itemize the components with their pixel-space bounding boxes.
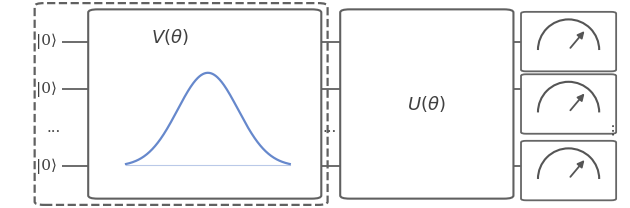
FancyBboxPatch shape [340, 9, 513, 199]
FancyBboxPatch shape [521, 74, 616, 134]
Text: |0⟩: |0⟩ [36, 82, 57, 97]
Text: ...: ... [47, 121, 60, 135]
Text: |0⟩: |0⟩ [36, 34, 57, 49]
Text: |0⟩: |0⟩ [36, 159, 57, 174]
FancyBboxPatch shape [521, 141, 616, 200]
Text: ...: ... [323, 121, 337, 135]
Text: ...: ... [603, 121, 617, 135]
Text: $U(\theta)$: $U(\theta)$ [407, 94, 446, 114]
Text: $V(\theta)$: $V(\theta)$ [151, 27, 189, 47]
FancyBboxPatch shape [521, 12, 616, 71]
FancyBboxPatch shape [88, 9, 321, 199]
